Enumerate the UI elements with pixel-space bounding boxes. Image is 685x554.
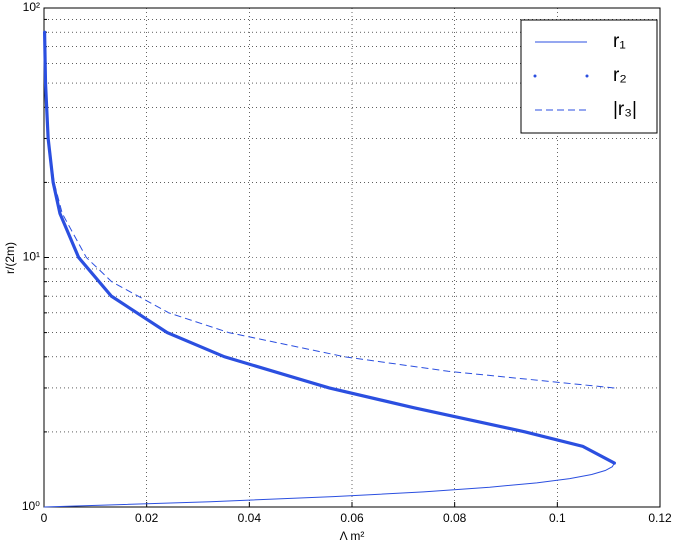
legend-marker (585, 74, 589, 78)
x-tick-label: 0.1 (549, 511, 566, 525)
series-line (44, 32, 615, 389)
plot-frame (43, 7, 661, 508)
x-tick-label: 0.02 (135, 511, 159, 525)
series-line (43, 462, 615, 508)
x-tick-label: 0.12 (648, 511, 672, 525)
y-tick-label: 10¹ (23, 250, 40, 264)
legend-box (520, 19, 658, 134)
x-tick-label: 0.06 (340, 511, 364, 525)
legend-label: |r₃| (613, 99, 637, 120)
legend-label: r₁ (613, 31, 626, 52)
x-tick-label: 0 (41, 511, 48, 525)
y-tick-label: 10⁰ (22, 499, 40, 513)
legend-marker (533, 74, 537, 78)
legend-label: r₂ (613, 65, 627, 86)
y-tick-label: 10² (23, 0, 40, 14)
y-axis-label: r/(2m) (3, 242, 17, 274)
x-tick-label: 0.04 (238, 511, 262, 525)
x-tick-label: 0.08 (443, 511, 467, 525)
x-axis-label: Λ m² (340, 529, 365, 543)
